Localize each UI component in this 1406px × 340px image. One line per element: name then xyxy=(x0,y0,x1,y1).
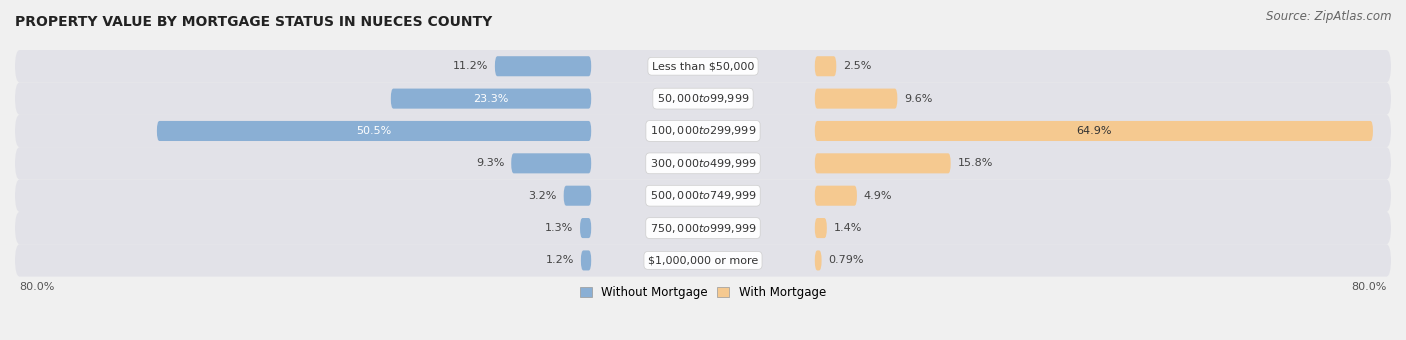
FancyBboxPatch shape xyxy=(581,250,591,270)
Legend: Without Mortgage, With Mortgage: Without Mortgage, With Mortgage xyxy=(575,282,831,304)
FancyBboxPatch shape xyxy=(15,115,1391,147)
FancyBboxPatch shape xyxy=(15,50,1391,82)
Text: $100,000 to $299,999: $100,000 to $299,999 xyxy=(650,124,756,137)
FancyBboxPatch shape xyxy=(581,218,591,238)
Text: $500,000 to $749,999: $500,000 to $749,999 xyxy=(650,189,756,202)
Text: 23.3%: 23.3% xyxy=(474,94,509,104)
Text: 3.2%: 3.2% xyxy=(529,191,557,201)
FancyBboxPatch shape xyxy=(815,218,827,238)
FancyBboxPatch shape xyxy=(512,153,591,173)
FancyBboxPatch shape xyxy=(815,250,821,270)
Text: 50.5%: 50.5% xyxy=(357,126,392,136)
Text: 11.2%: 11.2% xyxy=(453,61,488,71)
Text: $300,000 to $499,999: $300,000 to $499,999 xyxy=(650,157,756,170)
FancyBboxPatch shape xyxy=(15,212,1391,244)
Text: 9.3%: 9.3% xyxy=(477,158,505,168)
FancyBboxPatch shape xyxy=(157,121,591,141)
Text: 1.2%: 1.2% xyxy=(546,255,574,266)
Text: 0.79%: 0.79% xyxy=(828,255,863,266)
FancyBboxPatch shape xyxy=(564,186,591,206)
Text: Source: ZipAtlas.com: Source: ZipAtlas.com xyxy=(1267,10,1392,23)
FancyBboxPatch shape xyxy=(15,180,1391,212)
Text: 1.4%: 1.4% xyxy=(834,223,862,233)
Text: 64.9%: 64.9% xyxy=(1076,126,1112,136)
FancyBboxPatch shape xyxy=(815,89,897,109)
Text: 1.3%: 1.3% xyxy=(546,223,574,233)
Text: $1,000,000 or more: $1,000,000 or more xyxy=(648,255,758,266)
FancyBboxPatch shape xyxy=(815,121,1372,141)
FancyBboxPatch shape xyxy=(495,56,591,76)
Text: 9.6%: 9.6% xyxy=(904,94,932,104)
FancyBboxPatch shape xyxy=(391,89,591,109)
FancyBboxPatch shape xyxy=(15,244,1391,277)
Text: 2.5%: 2.5% xyxy=(844,61,872,71)
Text: PROPERTY VALUE BY MORTGAGE STATUS IN NUECES COUNTY: PROPERTY VALUE BY MORTGAGE STATUS IN NUE… xyxy=(15,15,492,29)
Text: $750,000 to $999,999: $750,000 to $999,999 xyxy=(650,222,756,235)
FancyBboxPatch shape xyxy=(15,147,1391,180)
Text: 80.0%: 80.0% xyxy=(1351,282,1386,292)
Text: $50,000 to $99,999: $50,000 to $99,999 xyxy=(657,92,749,105)
Text: Less than $50,000: Less than $50,000 xyxy=(652,61,754,71)
FancyBboxPatch shape xyxy=(815,186,856,206)
Text: 4.9%: 4.9% xyxy=(863,191,893,201)
FancyBboxPatch shape xyxy=(815,56,837,76)
FancyBboxPatch shape xyxy=(815,153,950,173)
Text: 15.8%: 15.8% xyxy=(957,158,993,168)
Text: 80.0%: 80.0% xyxy=(20,282,55,292)
FancyBboxPatch shape xyxy=(15,82,1391,115)
